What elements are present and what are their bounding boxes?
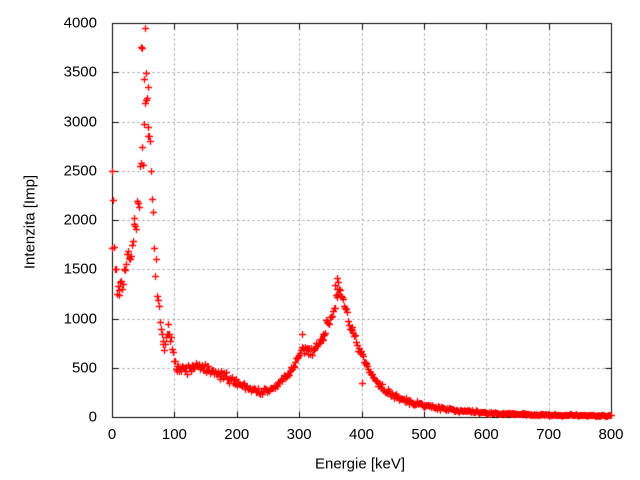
y-tick-label-2500: 2500 — [63, 162, 97, 180]
x-tick-label-0: 0 — [107, 426, 117, 443]
y-tick-label-3500: 3500 — [63, 63, 97, 81]
x-tick-label-400: 400 — [348, 426, 375, 443]
y-tick-label-500: 500 — [71, 359, 97, 377]
y-tick-label-4000: 4000 — [63, 14, 97, 32]
x-axis-title: Energie [keV] — [314, 455, 406, 473]
y-tick-label-2000: 2000 — [63, 211, 97, 229]
y-axis-title: Intenzita [Imp] — [21, 174, 39, 270]
x-tick-label-100: 100 — [161, 426, 187, 443]
x-tick-label-600: 600 — [473, 426, 499, 443]
y-tick-label-0: 0 — [88, 408, 97, 426]
x-tick-label-200: 200 — [224, 426, 250, 443]
y-tick-label-1500: 1500 — [63, 260, 97, 278]
x-tick-label-700: 700 — [536, 426, 562, 443]
x-tick-label-500: 500 — [411, 426, 437, 443]
y-tick-label-1000: 1000 — [63, 310, 97, 327]
x-tick-label-800: 800 — [598, 426, 624, 443]
y-tick-label-3000: 3000 — [63, 113, 97, 130]
x-tick-label-300: 300 — [286, 426, 312, 443]
